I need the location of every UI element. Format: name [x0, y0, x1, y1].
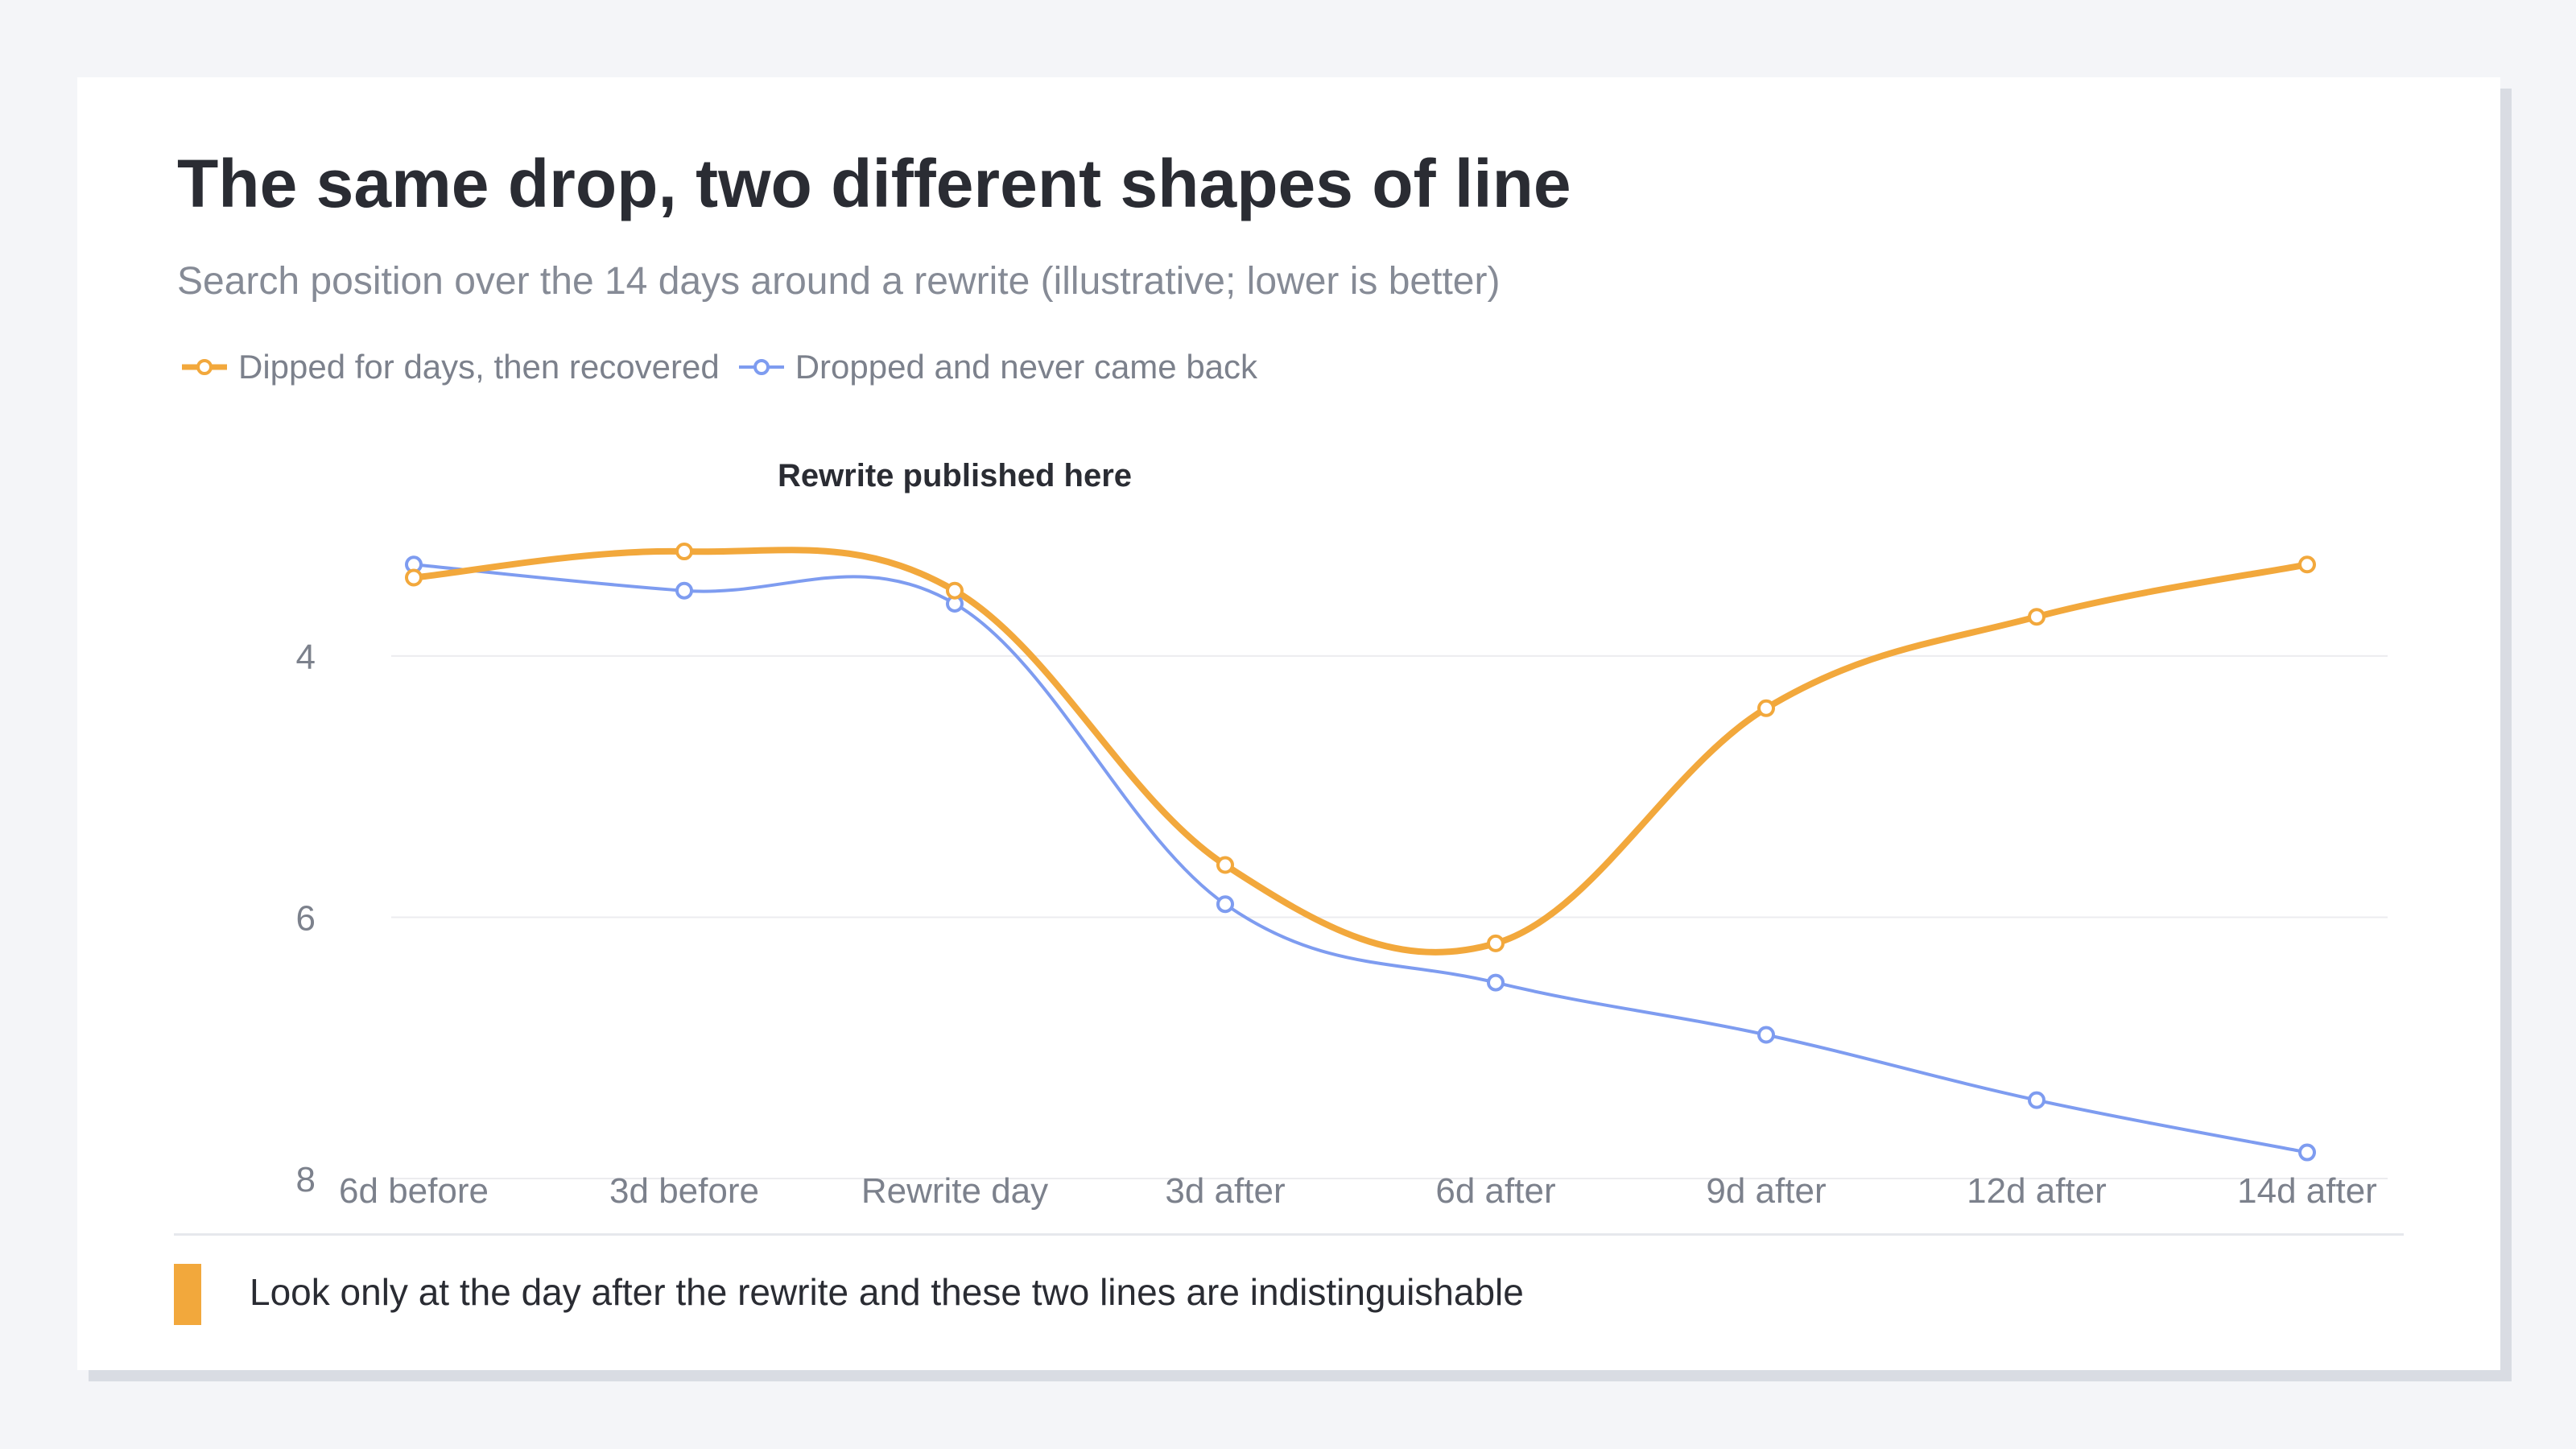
- legend-label-never-back: Dropped and never came back: [795, 348, 1258, 386]
- data-point-never-back[interactable]: [1216, 895, 1234, 914]
- footer-note: Look only at the day after the rewrite a…: [250, 1271, 1524, 1313]
- data-point-never-back[interactable]: [2028, 1091, 2046, 1109]
- data-point-recovered[interactable]: [2298, 555, 2316, 574]
- legend-label-recovered: Dipped for days, then recovered: [238, 348, 720, 386]
- data-point-recovered[interactable]: [2028, 608, 2046, 626]
- x-tick-label: Rewrite day: [861, 1171, 1048, 1211]
- chart-subtitle: Search position over the 14 days around …: [177, 260, 1501, 303]
- footer-divider: [174, 1233, 2404, 1236]
- y-tick-label: 8: [296, 1160, 316, 1199]
- x-tick-label: 6d after: [1435, 1171, 1555, 1211]
- chart-card: The same drop, two different shapes of l…: [77, 77, 2500, 1370]
- data-point-never-back[interactable]: [2298, 1143, 2316, 1162]
- data-point-recovered[interactable]: [405, 568, 423, 587]
- x-tick-label: 3d after: [1165, 1171, 1285, 1211]
- chart-legend: Dipped for days, then recovered Dropped …: [180, 343, 1275, 391]
- x-tick-label: 12d after: [1967, 1171, 2107, 1211]
- footer-accent-bar: [174, 1264, 201, 1325]
- x-tick-label: 6d before: [339, 1171, 489, 1211]
- data-point-never-back[interactable]: [1487, 973, 1505, 992]
- data-point-recovered[interactable]: [946, 581, 964, 600]
- y-tick-label: 6: [296, 898, 316, 938]
- legend-item-recovered[interactable]: Dipped for days, then recovered: [180, 348, 720, 386]
- legend-swatch-never-back: [738, 359, 784, 375]
- data-point-recovered[interactable]: [675, 543, 693, 561]
- annotation-rewrite: Rewrite published here: [778, 458, 1132, 493]
- data-point-never-back[interactable]: [1757, 1026, 1775, 1044]
- series-line-never-back: [412, 563, 2309, 1154]
- series-line-recovered: [411, 547, 2310, 956]
- x-tick-label: 9d after: [1706, 1171, 1826, 1211]
- line-chart: 4 6 8 6d before 3d before Rewrite day 3d after…: [296, 458, 2388, 1211]
- y-tick-label: 4: [296, 638, 316, 677]
- x-tick-label: 3d before: [609, 1171, 759, 1211]
- data-point-recovered[interactable]: [1216, 856, 1234, 874]
- x-tick-label: 14d after: [2237, 1171, 2377, 1211]
- legend-swatch-recovered: [182, 359, 227, 375]
- chart-title: The same drop, two different shapes of l…: [177, 146, 1571, 221]
- data-point-recovered[interactable]: [1757, 699, 1775, 717]
- data-point-never-back[interactable]: [675, 581, 693, 600]
- data-point-recovered[interactable]: [1487, 934, 1505, 952]
- legend-item-never-back[interactable]: Dropped and never came back: [737, 348, 1257, 386]
